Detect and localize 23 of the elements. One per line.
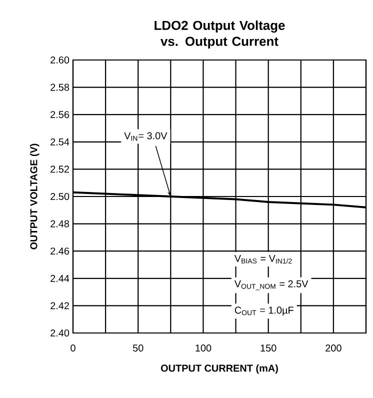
x-tick-label: 0	[70, 344, 76, 352]
y-tick-label: 2.40	[50, 329, 70, 337]
annotation: V$_{IN}$= 3.0V	[124, 132, 168, 141]
y-tick-label: 2.50	[50, 192, 70, 200]
y-tick-label: 2.54	[50, 138, 70, 146]
y-axis-title: OUTPUT VOLTAGE (V)	[30, 144, 40, 250]
annotation: C$_{OUT}$ = 1.0µF	[234, 306, 294, 316]
y-tick-label: 2.48	[50, 220, 70, 228]
x-axis-title: OUTPUT CURRENT (mA)	[160, 364, 278, 374]
x-tick-label: 200	[326, 344, 342, 352]
x-tick-label: 100	[196, 344, 212, 352]
y-tick-label: 2.46	[50, 248, 70, 255]
x-tick-label: 150	[260, 344, 276, 352]
chart-title: LDO2 Output Voltage vs. Output Current	[154, 20, 285, 48]
annotation: V$_{BIAS}$ = V$_{IN1/2}$	[234, 255, 292, 264]
annotation: V$_{OUT_NOM}$ = 2.5V	[234, 280, 308, 290]
y-tick-label: 2.56	[50, 111, 70, 118]
y-tick-label: 2.60	[50, 56, 70, 64]
y-tick-label: 2.58	[50, 84, 70, 91]
x-tick-label: 50	[132, 344, 144, 352]
y-tick-label: 2.52	[50, 166, 69, 173]
y-tick-label: 2.42	[50, 302, 69, 310]
y-tick-label: 2.44	[50, 274, 70, 282]
